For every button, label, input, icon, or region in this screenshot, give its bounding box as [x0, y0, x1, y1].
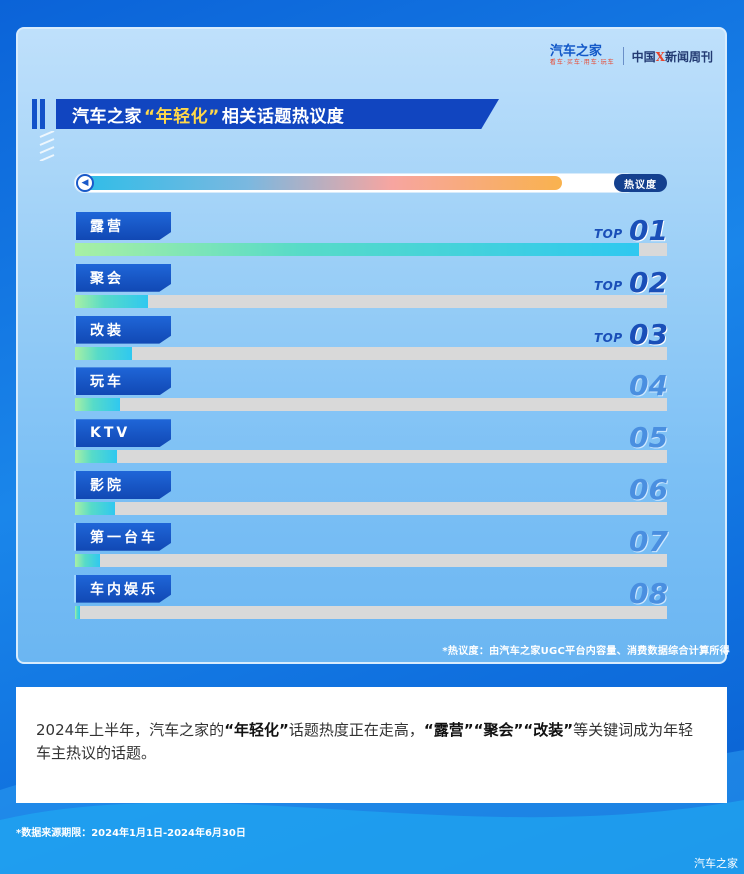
- autohome-logo-text: 汽车之家: [549, 44, 602, 59]
- heat-definition-note: *热议度：由汽车之家UGC平台内容量、消费数据综合计算所得: [442, 646, 730, 657]
- bar-track-3: [75, 346, 667, 360]
- rank-number: 04: [629, 369, 668, 403]
- rank-number: 02: [629, 265, 668, 299]
- legend-gradient-bar: ◀: [74, 173, 636, 193]
- bar-track-8: [75, 605, 667, 619]
- legend-label: 热议度: [614, 174, 667, 192]
- bar-label-6: 影院: [74, 471, 171, 499]
- bar-5: [75, 450, 117, 464]
- autohome-logo: 汽车之家 看车·买车·用车·玩车: [550, 45, 615, 67]
- bar-label-7: 第一台车: [74, 522, 171, 551]
- rank-number: 07: [629, 524, 668, 558]
- logo-group: 汽车之家 看车·买车·用车·玩车 中国X新闻周刊: [550, 45, 713, 67]
- bar-track-4: [75, 398, 667, 412]
- title-prefix: 汽车之家: [72, 106, 142, 127]
- summary-bold-youth: “年轻化”: [224, 721, 289, 739]
- rank-number: 08: [629, 576, 668, 610]
- watermark: 汽车之家: [694, 857, 738, 870]
- autohome-logo-slogan: 看车·买车·用车·玩车: [549, 59, 615, 66]
- rank-top-label: TOP: [594, 330, 623, 345]
- title-highlight: “年轻化”: [144, 106, 220, 127]
- rank-number: 03: [629, 317, 668, 351]
- bar-3: [75, 346, 132, 360]
- bar-6: [75, 502, 115, 515]
- title-accent-bars: [32, 99, 45, 129]
- bar-label-2: 聚会: [74, 263, 171, 292]
- bar-2: [75, 294, 148, 308]
- rank-badge-7: 07: [590, 524, 668, 557]
- rank-number: 01: [629, 214, 668, 247]
- bar-label-1: 露营: [74, 212, 171, 240]
- title-deco-stripes: [39, 131, 55, 161]
- bar-label-3: 改装: [74, 315, 171, 344]
- rank-number: 05: [629, 421, 668, 455]
- bar-track-7: [75, 553, 667, 567]
- rank-top-label: TOP: [594, 227, 623, 241]
- rank-badge-2: TOP 02: [590, 265, 668, 298]
- bar-4: [75, 398, 120, 412]
- data-period-footnote: *数据来源期限：2024年1月1日-2024年6月30日: [16, 828, 246, 839]
- bar-track-6: [75, 502, 667, 515]
- bar-track-2: [75, 294, 667, 308]
- rank-badge-6: 06: [590, 472, 668, 506]
- legend-gradient-fill: [77, 176, 562, 190]
- bar-label-5: KTV: [74, 419, 171, 448]
- summary-text: 2024年上半年，汽车之家的“年轻化”话题热度正在走高，“露营”“聚会”“改装”…: [36, 721, 694, 762]
- rank-badge-5: 05: [590, 420, 668, 454]
- rank-badge-1: TOP 01: [590, 213, 668, 247]
- bar-track-5: [75, 450, 667, 464]
- logo-divider: [622, 47, 624, 65]
- rank-top-label: TOP: [594, 278, 623, 293]
- rank-badge-8: 08: [590, 576, 668, 609]
- rank-badge-3: TOP 03: [590, 317, 668, 350]
- china-newsweek-logo: 中国X新闻周刊: [631, 49, 713, 64]
- bar-label-4: 玩车: [74, 367, 171, 396]
- bar-track-1: [75, 243, 667, 256]
- speaker-icon: ◀: [76, 174, 94, 192]
- rank-badge-4: 04: [590, 368, 668, 402]
- summary-box: 2024年上半年，汽车之家的“年轻化”话题热度正在走高，“露营”“聚会”“改装”…: [16, 687, 727, 803]
- bar-7: [75, 553, 100, 567]
- bar-label-8: 车内娱乐: [74, 574, 171, 603]
- bar-1: [75, 243, 639, 256]
- summary-bold-keywords: “露营”“聚会”“改装”: [423, 721, 574, 739]
- chart-title-box: 汽车之家 “年轻化” 相关话题热议度: [56, 99, 499, 129]
- title-suffix: 相关话题热议度: [221, 106, 345, 127]
- rank-number: 06: [629, 473, 668, 506]
- bar-8: [75, 605, 80, 619]
- chart-title: 汽车之家 “年轻化” 相关话题热议度: [32, 99, 507, 129]
